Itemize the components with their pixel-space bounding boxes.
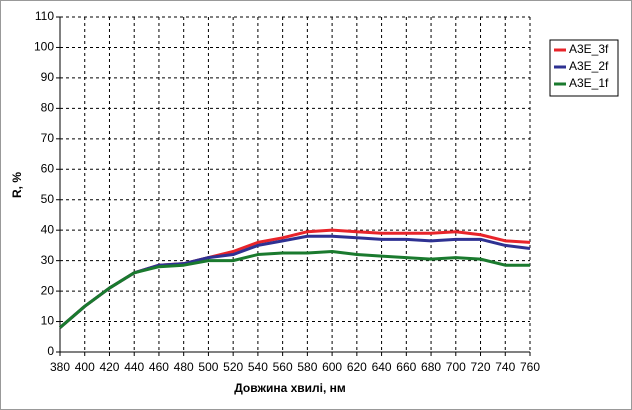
y-tick-label: 0 (47, 344, 54, 358)
legend-label: A3E_3f (569, 42, 609, 56)
x-tick-label: 380 (50, 360, 70, 374)
y-tick-label: 40 (41, 222, 55, 236)
y-tick-label: 10 (41, 314, 55, 328)
y-tick-label: 110 (35, 9, 54, 23)
x-tick-label: 600 (322, 360, 342, 374)
x-tick-label: 680 (421, 360, 441, 374)
x-tick-label: 480 (174, 360, 194, 374)
y-tick-label: 50 (41, 192, 55, 206)
x-tick-label: 760 (520, 360, 540, 374)
x-tick-label: 640 (372, 360, 392, 374)
x-tick-label: 740 (495, 360, 515, 374)
y-tick-label: 30 (41, 253, 55, 267)
x-tick-label: 400 (75, 360, 95, 374)
x-tick-label: 580 (297, 360, 317, 374)
legend-label: A3E_1f (569, 76, 609, 90)
y-tick-label: 100 (34, 40, 54, 54)
x-tick-label: 520 (223, 360, 243, 374)
legend-label: A3E_2f (569, 59, 609, 73)
x-tick-label: 560 (273, 360, 293, 374)
y-tick-label: 90 (41, 70, 55, 84)
y-axis-label: R, % (10, 172, 24, 198)
x-tick-label: 440 (124, 360, 144, 374)
x-tick-label: 660 (396, 360, 416, 374)
y-tick-label: 20 (41, 283, 55, 297)
y-tick-label: 80 (41, 101, 55, 115)
x-axis-label: Довжина хвилі, нм (234, 381, 346, 395)
x-tick-label: 420 (99, 360, 119, 374)
legend: A3E_3f A3E_2f A3E_1f (549, 39, 619, 97)
x-tick-label: 700 (446, 360, 466, 374)
y-tick-label: 60 (41, 161, 55, 175)
x-tick-label: 540 (248, 360, 268, 374)
plot-area (60, 17, 530, 352)
x-tick-label: 500 (198, 360, 218, 374)
x-tick-label: 720 (471, 360, 491, 374)
x-tick-label: 460 (149, 360, 169, 374)
x-tick-label: 620 (347, 360, 367, 374)
series-line (59, 250, 530, 329)
y-tick-label: 70 (41, 131, 55, 145)
